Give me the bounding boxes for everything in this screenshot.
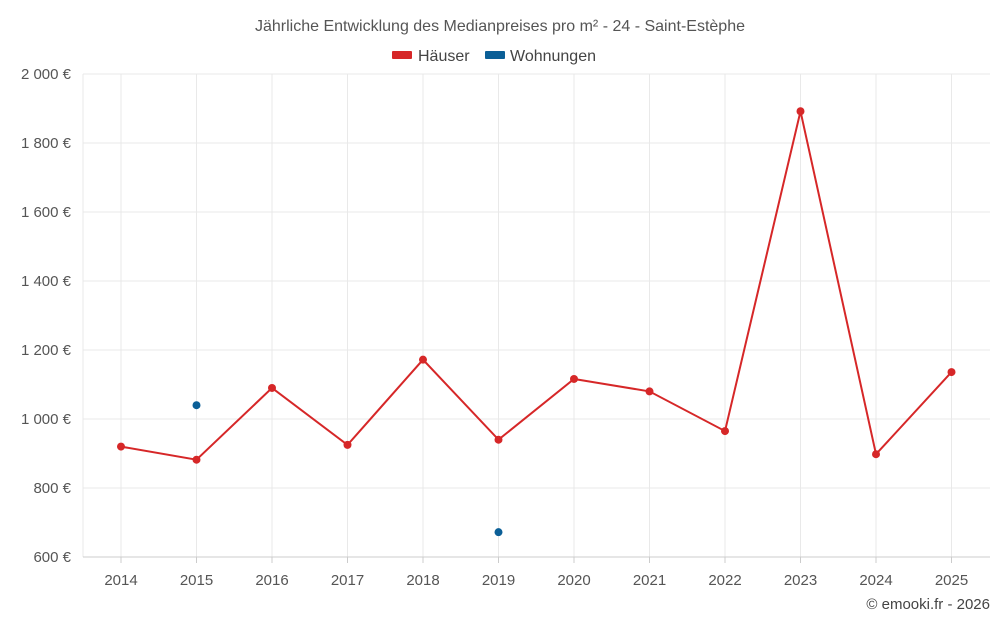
chart-legend: Häuser Wohnungen bbox=[392, 48, 596, 65]
y-axis-tick-labels: 600 € 800 € 1 000 € 1 200 € 1 400 € 1 600 € 1 … bbox=[21, 66, 72, 566]
legend-swatch-1 bbox=[485, 51, 505, 59]
data-point bbox=[117, 442, 125, 451]
chart-title: Jährliche Entwicklung des Medianpreises … bbox=[255, 18, 745, 35]
data-point bbox=[570, 374, 578, 383]
x-tick-label: 2020 bbox=[557, 572, 590, 589]
x-tick-label: 2014 bbox=[104, 572, 137, 589]
data-point bbox=[721, 427, 729, 436]
data-point bbox=[419, 355, 427, 364]
legend-swatch-0 bbox=[392, 51, 412, 59]
y-tick-label: 1 400 € bbox=[21, 273, 72, 290]
x-tick-label: 2018 bbox=[406, 572, 439, 589]
y-tick-label: 600 € bbox=[33, 549, 71, 566]
x-tick-label: 2019 bbox=[482, 572, 515, 589]
x-gridlines bbox=[82, 74, 952, 557]
legend-label: Wohnungen bbox=[510, 48, 596, 65]
x-tick-label: 2015 bbox=[180, 572, 213, 589]
data-point bbox=[494, 435, 503, 444]
series-line-0 bbox=[120, 111, 953, 461]
y-tick-label: 800 € bbox=[33, 480, 71, 497]
data-point bbox=[872, 450, 880, 459]
legend-label: Häuser bbox=[418, 48, 470, 65]
y-gridlines bbox=[83, 73, 990, 558]
data-point bbox=[192, 455, 201, 464]
x-axis-tick-labels: 2014 2015 2016 2017 2018 2019 2020 2021 2022 2023… bbox=[104, 557, 968, 589]
data-point bbox=[947, 368, 956, 377]
data-point bbox=[645, 387, 654, 396]
x-tick-label: 2022 bbox=[708, 572, 741, 589]
data-point bbox=[494, 528, 503, 537]
y-tick-label: 2 000 € bbox=[21, 66, 72, 83]
data-point bbox=[192, 401, 201, 410]
chart-credit: © emooki.fr - 2026 bbox=[866, 596, 990, 613]
x-tick-label: 2023 bbox=[784, 572, 817, 589]
data-point bbox=[796, 107, 805, 116]
y-tick-label: 1 800 € bbox=[21, 135, 72, 152]
x-tick-label: 2017 bbox=[331, 572, 364, 589]
y-tick-label: 1 000 € bbox=[21, 411, 72, 428]
data-point bbox=[268, 383, 276, 392]
y-tick-label: 1 600 € bbox=[21, 204, 72, 221]
x-tick-label: 2024 bbox=[859, 572, 892, 589]
x-tick-label: 2016 bbox=[255, 572, 288, 589]
data-point bbox=[343, 440, 352, 449]
x-tick-label: 2021 bbox=[633, 572, 666, 589]
x-tick-label: 2025 bbox=[935, 572, 968, 589]
y-tick-label: 1 200 € bbox=[21, 342, 72, 359]
chart-series bbox=[117, 107, 956, 537]
